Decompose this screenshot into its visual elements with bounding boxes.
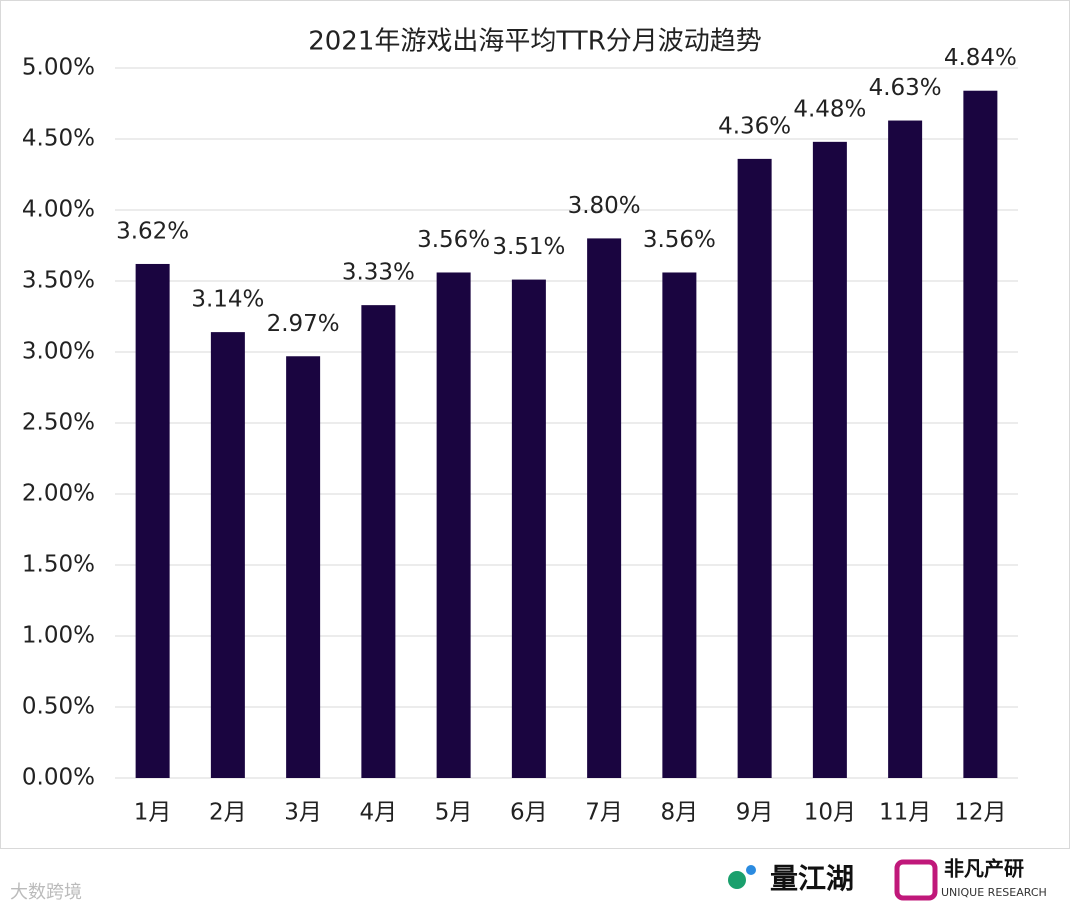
y-tick-label: 3.50% bbox=[22, 268, 95, 294]
y-tick-label: 5.00% bbox=[22, 55, 95, 81]
y-tick-label: 4.00% bbox=[22, 197, 95, 223]
x-tick-label: 7月 bbox=[585, 800, 623, 826]
y-tick-label: 0.50% bbox=[22, 694, 95, 720]
watermark: 大数跨境 bbox=[10, 882, 82, 903]
logo-icon bbox=[894, 859, 938, 901]
bar bbox=[135, 263, 170, 779]
logo-left: 量江湖 bbox=[770, 862, 854, 895]
value-label: 3.62% bbox=[116, 218, 189, 244]
bar bbox=[587, 238, 622, 778]
bar bbox=[963, 90, 998, 779]
x-tick-label: 11月 bbox=[879, 800, 931, 826]
logo-icon bbox=[746, 865, 756, 875]
y-tick-label: 0.00% bbox=[22, 765, 95, 791]
bar bbox=[210, 332, 245, 778]
x-tick-label: 9月 bbox=[736, 800, 774, 826]
logo-right-sub: UNIQUE RESEARCH bbox=[941, 886, 1047, 899]
x-tick-label: 5月 bbox=[435, 800, 473, 826]
bar bbox=[812, 141, 847, 779]
chart-title: 2021年游戏出海平均TTR分月波动趋势 bbox=[308, 27, 762, 57]
bar bbox=[361, 305, 396, 778]
x-tick-label: 1月 bbox=[134, 800, 172, 826]
logo-icon bbox=[728, 871, 746, 889]
value-label: 4.36% bbox=[718, 113, 791, 139]
bar bbox=[888, 120, 923, 779]
value-label: 4.63% bbox=[869, 75, 942, 101]
x-tick-label: 12月 bbox=[954, 800, 1006, 826]
value-label: 3.14% bbox=[191, 287, 264, 313]
footer: 大数跨境 量江湖 非凡产研 UNIQUE RESEARCH bbox=[10, 857, 1047, 904]
x-tick-label: 6月 bbox=[510, 800, 548, 826]
value-label: 3.80% bbox=[568, 193, 641, 219]
x-tick-label: 4月 bbox=[360, 800, 398, 826]
y-tick-label: 2.00% bbox=[22, 481, 95, 507]
bar bbox=[436, 272, 471, 778]
value-label: 4.84% bbox=[944, 45, 1017, 71]
x-tick-label: 2月 bbox=[209, 800, 247, 826]
value-label: 3.33% bbox=[342, 260, 415, 286]
y-tick-label: 1.00% bbox=[22, 623, 95, 649]
x-tick-label: 8月 bbox=[661, 800, 699, 826]
bar bbox=[286, 356, 321, 778]
x-tick-label: 10月 bbox=[804, 800, 856, 826]
x-tick-label: 3月 bbox=[284, 800, 322, 826]
y-tick-label: 2.50% bbox=[22, 410, 95, 436]
y-tick-label: 1.50% bbox=[22, 552, 95, 578]
value-label: 4.48% bbox=[793, 96, 866, 122]
value-label: 3.56% bbox=[643, 227, 716, 253]
y-tick-label: 3.00% bbox=[22, 339, 95, 365]
bar bbox=[737, 158, 772, 778]
logo-right: 非凡产研 bbox=[944, 857, 1024, 881]
value-label: 3.51% bbox=[492, 234, 565, 260]
bar bbox=[662, 272, 697, 778]
value-label: 3.56% bbox=[417, 227, 490, 253]
y-tick-label: 4.50% bbox=[22, 126, 95, 152]
bar bbox=[511, 279, 546, 778]
value-label: 2.97% bbox=[267, 311, 340, 337]
